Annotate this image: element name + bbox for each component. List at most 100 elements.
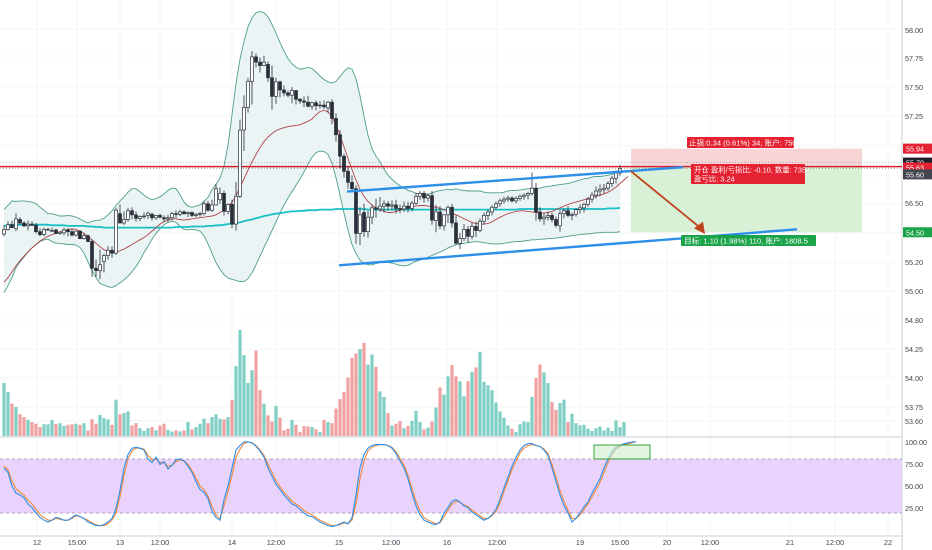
candle[interactable] — [182, 211, 186, 215]
candle[interactable] — [314, 102, 318, 107]
candle[interactable] — [30, 223, 34, 226]
candle[interactable] — [510, 197, 514, 202]
candle[interactable] — [386, 203, 390, 207]
candle[interactable] — [498, 200, 502, 205]
candle[interactable] — [530, 187, 534, 194]
candle[interactable] — [246, 80, 250, 108]
candle[interactable] — [466, 229, 470, 237]
stop-label-text[interactable]: 止损:0.34 (0.61%) 34, 账户: 750.1 — [689, 138, 803, 148]
candle[interactable] — [458, 238, 462, 244]
candle[interactable] — [66, 229, 70, 233]
candle[interactable] — [278, 81, 282, 91]
candle[interactable] — [318, 104, 322, 107]
position-labels[interactable]: 止损:0.34 (0.61%) 34, 账户: 750.1 开仓 盈利/亏损比:… — [681, 137, 816, 246]
candle[interactable] — [406, 205, 410, 209]
candle[interactable] — [54, 229, 58, 234]
candle[interactable] — [506, 197, 510, 200]
candle[interactable] — [214, 188, 218, 206]
candle[interactable] — [26, 223, 30, 227]
candle[interactable] — [598, 188, 602, 192]
candle[interactable] — [154, 215, 158, 219]
candle[interactable] — [374, 207, 378, 210]
candle[interactable] — [362, 212, 366, 233]
candle[interactable] — [206, 203, 210, 211]
candle[interactable] — [42, 229, 46, 235]
candle[interactable] — [394, 204, 398, 209]
candle[interactable] — [166, 217, 170, 220]
candle[interactable] — [78, 230, 82, 239]
candle[interactable] — [194, 213, 198, 216]
candle[interactable] — [262, 61, 266, 66]
candle[interactable] — [354, 188, 358, 234]
candle[interactable] — [10, 224, 14, 228]
candle[interactable] — [310, 102, 314, 107]
candle[interactable] — [382, 203, 386, 207]
candle[interactable] — [522, 194, 526, 197]
candle[interactable] — [514, 198, 518, 202]
candle[interactable] — [170, 213, 174, 219]
candle[interactable] — [542, 216, 546, 220]
candle[interactable] — [534, 187, 538, 213]
candle[interactable] — [442, 214, 446, 227]
candle[interactable] — [46, 229, 50, 231]
candle[interactable] — [282, 89, 286, 94]
candle[interactable] — [414, 195, 418, 204]
candle[interactable] — [494, 203, 498, 208]
candle[interactable] — [294, 90, 298, 100]
candle[interactable] — [490, 206, 494, 213]
candle[interactable] — [222, 192, 226, 212]
candle[interactable] — [446, 206, 450, 216]
candle[interactable] — [118, 213, 122, 224]
stop-zone[interactable] — [631, 148, 862, 167]
candle[interactable] — [138, 216, 142, 219]
candle[interactable] — [470, 226, 474, 237]
candle[interactable] — [298, 98, 302, 102]
candle[interactable] — [174, 213, 178, 215]
candle[interactable] — [594, 190, 598, 196]
candle[interactable] — [358, 214, 362, 234]
candle[interactable] — [142, 215, 146, 218]
candle[interactable] — [230, 204, 234, 225]
channel-upper-line[interactable] — [346, 166, 684, 193]
candle[interactable] — [106, 249, 110, 256]
candle[interactable] — [614, 172, 618, 179]
candle[interactable] — [98, 264, 102, 271]
candle[interactable] — [474, 226, 478, 231]
candle[interactable] — [334, 118, 338, 136]
candle[interactable] — [578, 207, 582, 210]
candle[interactable] — [398, 208, 402, 210]
candle[interactable] — [586, 198, 590, 205]
target-label-text[interactable]: 目标: 1.10 (1.98%) 110, 账户: 1808.5 — [684, 236, 808, 246]
candle[interactable] — [486, 211, 490, 216]
candle[interactable] — [146, 212, 150, 216]
candle[interactable] — [462, 229, 466, 239]
candle[interactable] — [290, 90, 294, 96]
candle[interactable] — [14, 218, 18, 230]
candle[interactable] — [270, 77, 274, 97]
candle[interactable] — [526, 192, 530, 196]
candle[interactable] — [610, 177, 614, 184]
candle[interactable] — [338, 134, 342, 157]
candle[interactable] — [258, 61, 262, 66]
candle[interactable] — [6, 224, 10, 230]
candle[interactable] — [226, 204, 230, 212]
candle[interactable] — [562, 210, 566, 215]
candle[interactable] — [378, 205, 382, 210]
candle[interactable] — [322, 104, 326, 108]
candle[interactable] — [250, 56, 254, 82]
candle[interactable] — [438, 211, 442, 227]
candle[interactable] — [150, 213, 154, 219]
candle[interactable] — [162, 217, 166, 220]
candle[interactable] — [582, 204, 586, 209]
candle[interactable] — [606, 183, 610, 189]
candle[interactable] — [254, 56, 258, 63]
candle[interactable] — [130, 210, 134, 216]
candle[interactable] — [274, 81, 278, 97]
direction-arrow[interactable] — [630, 170, 701, 229]
candle[interactable] — [566, 210, 570, 216]
candle[interactable] — [158, 215, 162, 218]
candle[interactable] — [390, 204, 394, 207]
candle[interactable] — [18, 219, 22, 224]
candle[interactable] — [370, 207, 374, 218]
candle[interactable] — [190, 212, 194, 216]
